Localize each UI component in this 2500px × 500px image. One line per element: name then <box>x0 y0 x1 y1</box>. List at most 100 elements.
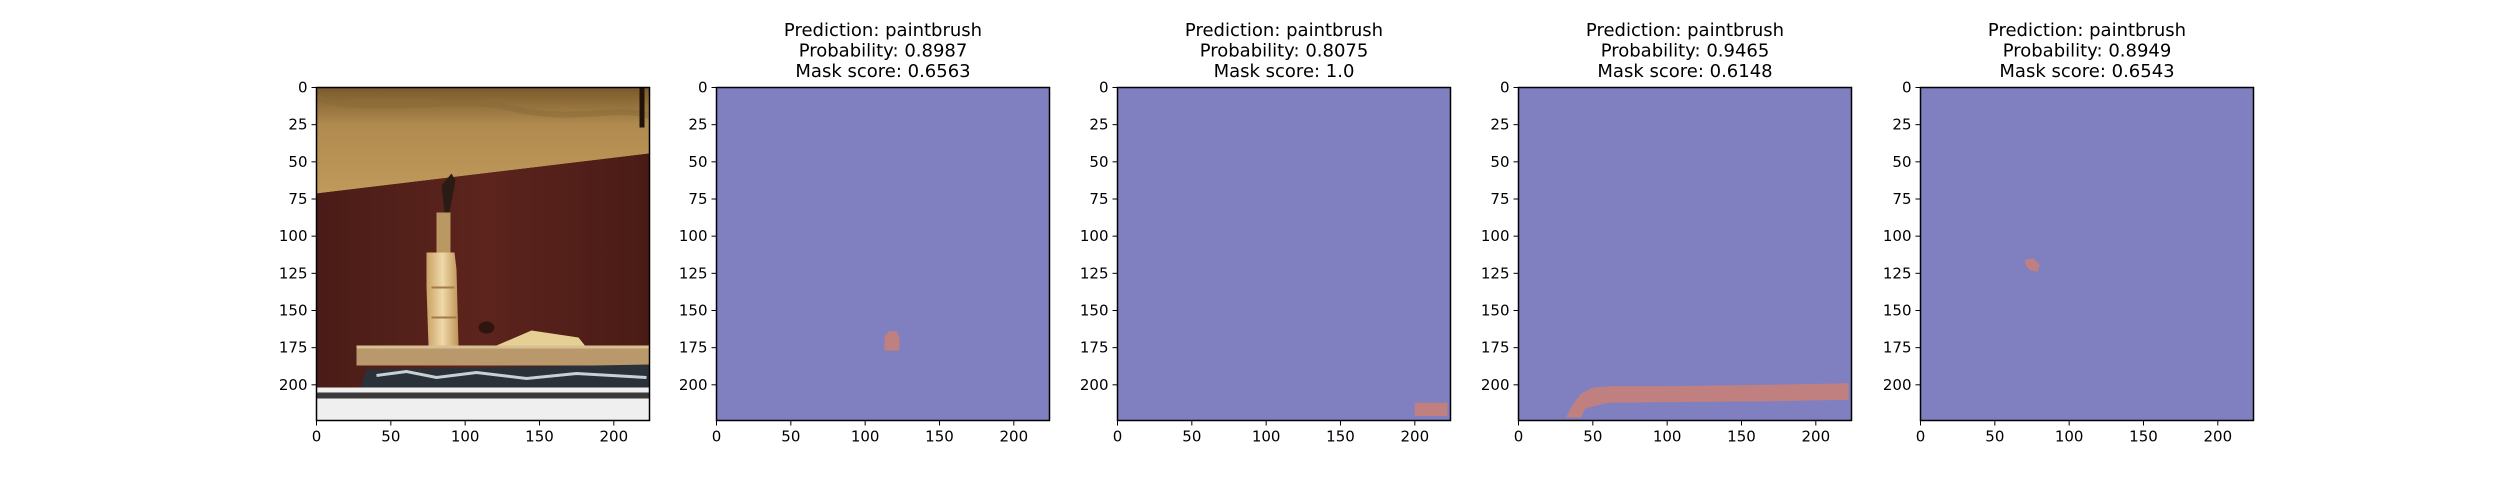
axes-frame <box>315 86 651 422</box>
x-tick-label: 150 <box>1326 428 1355 446</box>
mask-background <box>716 87 1050 421</box>
x-tick-label: 50 <box>1985 428 2004 446</box>
y-tick-label: 50 <box>688 153 707 171</box>
panel-title-line: Probability: 0.9465 <box>1601 41 1770 62</box>
y-tick-label: 125 <box>1080 264 1109 282</box>
y-tick-label: 50 <box>1490 153 1509 171</box>
axes-frame <box>715 86 1051 422</box>
y-tick-label: 100 <box>1481 227 1510 245</box>
y-tick-label: 125 <box>679 264 708 282</box>
y-tick-label: 100 <box>279 227 308 245</box>
panel-photo: 0 50 100 150 200 0 25 50 75 100 125 150 175 200 <box>279 79 651 446</box>
y-tick-label: 0 <box>1099 79 1109 97</box>
y-tick-label: 75 <box>288 190 307 208</box>
x-tick-label: 0 <box>1916 428 1926 446</box>
y-tick-label: 150 <box>1080 301 1109 319</box>
mask-background <box>1920 87 2254 421</box>
mask-background <box>1117 87 1451 421</box>
panel-title-line: Probability: 0.8075 <box>1200 41 1369 62</box>
axes-frame <box>1919 86 2255 422</box>
x-tick-label: 50 <box>381 428 400 446</box>
mask-region-group <box>884 331 900 351</box>
y-tick-label: 25 <box>288 116 307 134</box>
x-tick-label: 50 <box>1583 428 1602 446</box>
x-tick-label: 200 <box>1000 428 1029 446</box>
y-tick-label: 150 <box>1481 301 1510 319</box>
x-tick-label: 0 <box>712 428 722 446</box>
tick-group: 0 50 100 150 200 0 25 50 75 100 125 150 175 200 <box>1080 79 1429 446</box>
y-tick-label: 0 <box>1500 79 1510 97</box>
tick-group: 0 50 100 150 200 0 25 50 75 100 125 150 175 200 <box>279 79 628 446</box>
panel-title-line: Prediction: paintbrush <box>1586 20 1784 41</box>
x-tick-label: 100 <box>451 428 480 446</box>
tick-group: 0 50 100 150 200 0 25 50 75 100 125 150 175 200 <box>679 79 1028 446</box>
y-tick-label: 100 <box>1080 227 1109 245</box>
x-tick-label: 0 <box>1113 428 1123 446</box>
x-tick-label: 50 <box>1182 428 1201 446</box>
y-tick-label: 150 <box>279 301 308 319</box>
x-tick-label: 200 <box>600 428 629 446</box>
y-tick-label: 75 <box>1089 190 1108 208</box>
panel-title-line: Mask score: 0.6148 <box>1597 61 1772 82</box>
y-tick-label: 175 <box>279 339 308 357</box>
mask-region-group <box>1566 383 1849 418</box>
y-tick-label: 200 <box>1883 376 1912 394</box>
y-tick-label: 75 <box>688 190 707 208</box>
y-tick-label: 175 <box>1080 339 1109 357</box>
y-tick-label: 25 <box>1089 116 1108 134</box>
axes-frame <box>1517 86 1853 422</box>
tick-group: 0 50 100 150 200 0 25 50 75 100 125 150 175 200 <box>1481 79 1830 446</box>
y-tick-label: 0 <box>1902 79 1912 97</box>
photo-image <box>315 87 651 421</box>
mask-region <box>1414 402 1448 416</box>
axes-frame <box>1116 86 1452 422</box>
x-tick-label: 0 <box>312 428 322 446</box>
mask-region-group <box>1414 402 1448 416</box>
y-tick-label: 75 <box>1892 190 1911 208</box>
x-tick-label: 150 <box>925 428 954 446</box>
y-tick-label: 200 <box>279 376 308 394</box>
x-tick-label: 150 <box>1727 428 1756 446</box>
mask-region <box>884 331 900 351</box>
y-tick-label: 125 <box>279 264 308 282</box>
x-tick-label: 50 <box>781 428 800 446</box>
y-tick-label: 175 <box>1481 339 1510 357</box>
y-tick-label: 50 <box>1892 153 1911 171</box>
x-tick-label: 100 <box>851 428 880 446</box>
x-tick-label: 0 <box>1514 428 1524 446</box>
panel-title-line: Mask score: 0.6543 <box>1999 61 2174 82</box>
y-tick-label: 0 <box>698 79 708 97</box>
y-tick-label: 75 <box>1490 190 1509 208</box>
x-tick-label: 200 <box>1802 428 1831 446</box>
y-tick-label: 25 <box>1490 116 1509 134</box>
tick-group: 0 50 100 150 200 0 25 50 75 100 125 150 175 200 <box>1883 79 2232 446</box>
y-tick-label: 50 <box>288 153 307 171</box>
y-tick-label: 200 <box>1080 376 1109 394</box>
y-tick-label: 200 <box>679 376 708 394</box>
mask-region <box>2024 258 2040 272</box>
x-tick-label: 100 <box>2055 428 2084 446</box>
panel-title-line: Prediction: paintbrush <box>784 20 982 41</box>
y-tick-label: 125 <box>1481 264 1510 282</box>
panel-title-line: Probability: 0.8987 <box>799 41 968 62</box>
y-tick-label: 150 <box>679 301 708 319</box>
panel-title-line: Prediction: paintbrush <box>1988 20 2186 41</box>
y-tick-label: 175 <box>1883 339 1912 357</box>
x-tick-label: 200 <box>1401 428 1430 446</box>
panel-title-line: Prediction: paintbrush <box>1185 20 1383 41</box>
x-tick-label: 150 <box>525 428 554 446</box>
y-tick-label: 50 <box>1089 153 1108 171</box>
y-tick-label: 200 <box>1481 376 1510 394</box>
y-tick-label: 125 <box>1883 264 1912 282</box>
y-tick-label: 100 <box>1883 227 1912 245</box>
y-tick-label: 100 <box>679 227 708 245</box>
y-tick-label: 0 <box>298 79 308 97</box>
mask-region <box>1566 383 1849 418</box>
